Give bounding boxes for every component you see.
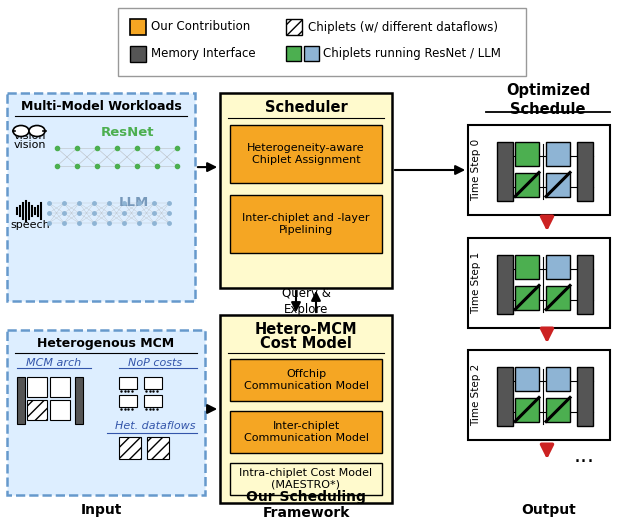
FancyBboxPatch shape xyxy=(230,463,382,495)
Text: Heterogenous MCM: Heterogenous MCM xyxy=(37,337,175,350)
FancyBboxPatch shape xyxy=(546,173,570,197)
FancyBboxPatch shape xyxy=(119,395,137,407)
Text: ResNet: ResNet xyxy=(100,126,154,139)
FancyBboxPatch shape xyxy=(75,377,83,424)
FancyBboxPatch shape xyxy=(50,400,70,420)
FancyBboxPatch shape xyxy=(27,377,47,397)
Text: Chiplets (w/ different dataflows): Chiplets (w/ different dataflows) xyxy=(308,20,498,33)
FancyBboxPatch shape xyxy=(147,437,169,459)
FancyBboxPatch shape xyxy=(286,19,302,35)
FancyBboxPatch shape xyxy=(515,254,539,279)
FancyBboxPatch shape xyxy=(577,141,593,201)
FancyBboxPatch shape xyxy=(468,350,610,440)
Text: Time Step 0: Time Step 0 xyxy=(471,139,481,201)
FancyBboxPatch shape xyxy=(118,8,526,76)
FancyBboxPatch shape xyxy=(144,377,162,389)
FancyBboxPatch shape xyxy=(7,330,205,495)
FancyBboxPatch shape xyxy=(286,46,301,61)
Text: Scheduler: Scheduler xyxy=(264,100,348,115)
FancyBboxPatch shape xyxy=(220,315,392,503)
Text: vision: vision xyxy=(13,140,46,150)
Text: Inter-chiplet and -layer
Pipelining: Inter-chiplet and -layer Pipelining xyxy=(243,213,370,235)
FancyBboxPatch shape xyxy=(144,395,162,407)
FancyBboxPatch shape xyxy=(230,411,382,453)
FancyBboxPatch shape xyxy=(130,19,146,35)
FancyBboxPatch shape xyxy=(119,437,141,459)
Text: Optimized
Schedule: Optimized Schedule xyxy=(506,83,590,118)
FancyBboxPatch shape xyxy=(497,254,513,314)
FancyBboxPatch shape xyxy=(50,377,70,397)
Text: Time Step 2: Time Step 2 xyxy=(471,364,481,426)
Text: Query &
Explore: Query & Explore xyxy=(282,288,330,316)
FancyBboxPatch shape xyxy=(497,367,513,425)
FancyBboxPatch shape xyxy=(515,397,539,422)
FancyBboxPatch shape xyxy=(130,46,146,62)
FancyBboxPatch shape xyxy=(468,238,610,328)
FancyBboxPatch shape xyxy=(304,46,319,61)
Text: NoP costs: NoP costs xyxy=(128,358,182,368)
Text: MCM arch: MCM arch xyxy=(26,358,81,368)
FancyBboxPatch shape xyxy=(17,377,25,424)
Text: Chiplets running ResNet / LLM: Chiplets running ResNet / LLM xyxy=(323,47,501,60)
Text: Time Step 1: Time Step 1 xyxy=(471,252,481,314)
Text: Offchip
Communication Model: Offchip Communication Model xyxy=(243,369,369,391)
Text: Output: Output xyxy=(522,503,577,517)
Text: Memory Interface: Memory Interface xyxy=(151,47,255,60)
FancyBboxPatch shape xyxy=(577,254,593,314)
FancyBboxPatch shape xyxy=(7,93,195,301)
FancyBboxPatch shape xyxy=(220,93,392,288)
Text: Input: Input xyxy=(80,503,122,517)
Ellipse shape xyxy=(29,125,45,136)
FancyBboxPatch shape xyxy=(546,285,570,309)
Text: Het. dataflows: Het. dataflows xyxy=(115,421,195,431)
FancyBboxPatch shape xyxy=(546,141,570,165)
Ellipse shape xyxy=(13,125,29,136)
Text: Multi-Model Workloads: Multi-Model Workloads xyxy=(20,100,181,113)
FancyBboxPatch shape xyxy=(230,125,382,183)
FancyBboxPatch shape xyxy=(230,359,382,401)
Text: Inter-chiplet
Communication Model: Inter-chiplet Communication Model xyxy=(243,421,369,443)
Text: Intra-chiplet Cost Model
(MAESTRO*): Intra-chiplet Cost Model (MAESTRO*) xyxy=(239,468,372,490)
Text: Heterogeneity-aware
Chiplet Assignment: Heterogeneity-aware Chiplet Assignment xyxy=(247,143,365,165)
FancyBboxPatch shape xyxy=(497,141,513,201)
Text: speech: speech xyxy=(10,220,50,230)
Text: vision: vision xyxy=(13,131,46,141)
FancyBboxPatch shape xyxy=(546,397,570,422)
Text: LLM: LLM xyxy=(119,197,149,210)
Text: Cost Model: Cost Model xyxy=(260,335,352,350)
FancyBboxPatch shape xyxy=(230,195,382,253)
Text: Our Contribution: Our Contribution xyxy=(151,20,250,33)
FancyBboxPatch shape xyxy=(27,400,47,420)
FancyBboxPatch shape xyxy=(577,367,593,425)
Text: ...: ... xyxy=(574,446,595,466)
FancyBboxPatch shape xyxy=(546,254,570,279)
Text: Our Scheduling
Framework: Our Scheduling Framework xyxy=(246,490,366,520)
FancyBboxPatch shape xyxy=(515,367,539,391)
Text: Hetero-MCM: Hetero-MCM xyxy=(255,321,357,336)
FancyBboxPatch shape xyxy=(515,173,539,197)
FancyBboxPatch shape xyxy=(515,285,539,309)
FancyBboxPatch shape xyxy=(119,377,137,389)
FancyBboxPatch shape xyxy=(515,141,539,165)
FancyBboxPatch shape xyxy=(468,125,610,215)
FancyBboxPatch shape xyxy=(546,367,570,391)
